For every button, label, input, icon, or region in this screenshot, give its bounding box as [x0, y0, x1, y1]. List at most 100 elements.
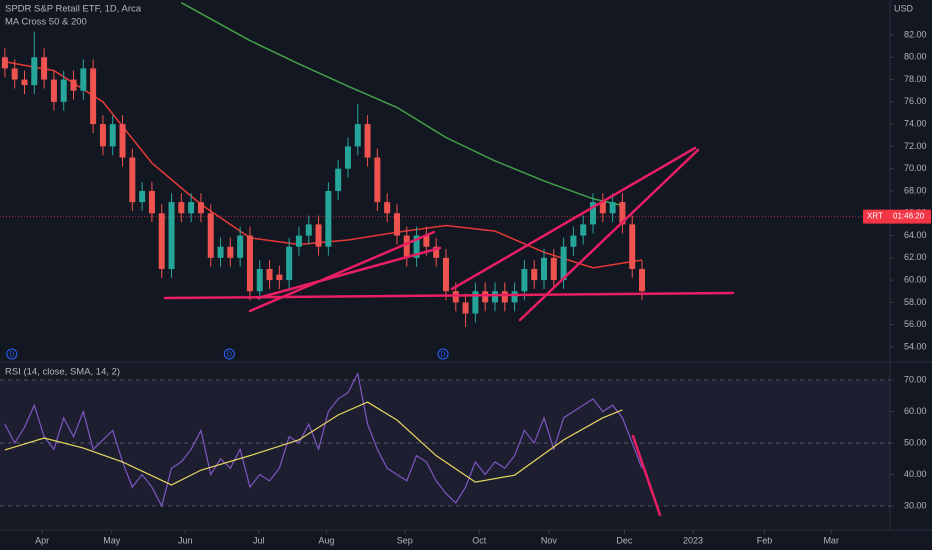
- candle-body: [354, 124, 361, 147]
- candle-body: [423, 235, 430, 247]
- candle-body: [21, 79, 28, 86]
- candle-body: [178, 202, 185, 214]
- candle-body: [129, 157, 136, 203]
- candle-body: [442, 257, 449, 292]
- event-label: D: [441, 351, 446, 358]
- candle-body: [344, 146, 351, 169]
- candle-body: [335, 168, 342, 191]
- candle-body: [384, 202, 391, 214]
- candle-body: [609, 202, 616, 214]
- candle-body: [217, 246, 224, 258]
- candle-body: [70, 79, 77, 91]
- candle-body: [639, 268, 646, 292]
- y-tick-label: 40.00: [904, 469, 927, 479]
- candle-body: [148, 190, 155, 214]
- price-tag: [863, 209, 931, 224]
- candle-body: [560, 246, 567, 281]
- rsi-band: [0, 380, 890, 507]
- candle-body: [521, 268, 528, 292]
- x-tick-label: Aug: [318, 535, 334, 545]
- candle-body: [403, 235, 410, 258]
- candle-body: [462, 302, 469, 314]
- candle-body: [41, 57, 48, 80]
- candle-body: [168, 202, 175, 269]
- y-tick-label: 64.00: [904, 230, 927, 240]
- candle-body: [80, 68, 87, 91]
- candle-body: [599, 202, 606, 214]
- trend-line: [256, 246, 442, 300]
- y-tick-label: 56.00: [904, 319, 927, 329]
- candle-body: [413, 235, 420, 258]
- candle-body: [491, 291, 498, 303]
- candle-body: [619, 202, 626, 225]
- candle-body: [511, 291, 518, 303]
- candle-body: [590, 202, 597, 225]
- candle-body: [90, 68, 97, 125]
- candle-body: [11, 68, 18, 80]
- candle-body: [256, 268, 263, 292]
- moving-average: [4, 60, 643, 269]
- candle-body: [188, 202, 195, 214]
- candle-body: [246, 235, 253, 292]
- candle-body: [276, 274, 283, 281]
- candle-body: [452, 291, 459, 303]
- x-tick-label: May: [103, 535, 121, 545]
- y-tick-label: 78.00: [904, 74, 927, 84]
- y-tick-label: 62.00: [904, 252, 927, 262]
- candle-body: [482, 291, 489, 303]
- event-marker: [6, 348, 18, 360]
- candle-body: [325, 190, 332, 247]
- candle-body: [139, 190, 146, 203]
- rsi-projection-line: [631, 434, 662, 517]
- currency-label: USD: [894, 3, 914, 13]
- candle-body: [374, 157, 381, 203]
- y-tick-label: 54.00: [904, 341, 927, 351]
- event-marker: [437, 348, 449, 360]
- candle-body: [540, 257, 547, 281]
- candle-body: [158, 213, 165, 269]
- rsi-title: RSI (14, close, SMA, 14, 2): [5, 367, 120, 378]
- event-marker: [223, 348, 235, 360]
- candle-body: [60, 79, 67, 102]
- x-tick-label: Jul: [253, 535, 265, 545]
- candle-body: [227, 246, 234, 258]
- candle-body: [109, 124, 116, 147]
- candle-body: [531, 268, 538, 281]
- candle-body: [50, 79, 57, 102]
- candle-body: [315, 224, 322, 247]
- y-tick-label: 70.00: [904, 374, 927, 384]
- y-tick-label: 58.00: [904, 297, 927, 307]
- x-tick-label: Apr: [35, 535, 49, 545]
- trend-line: [248, 230, 436, 313]
- y-tick-label: 72.00: [904, 141, 927, 151]
- y-tick-label: 80.00: [904, 52, 927, 62]
- candle-body: [99, 124, 106, 147]
- y-tick-label: 74.00: [904, 118, 927, 128]
- x-tick-label: 2023: [683, 535, 703, 545]
- x-tick-label: Feb: [757, 535, 773, 545]
- candle-body: [119, 124, 126, 158]
- event-label: D: [227, 351, 232, 358]
- y-tick-label: 60.00: [904, 406, 927, 416]
- chart-title: SPDR S&P Retail ETF, 1D, Arca: [5, 4, 142, 15]
- y-tick-label: 70.00: [904, 163, 927, 173]
- candle-body: [207, 213, 214, 258]
- wedge-line: [518, 148, 700, 322]
- y-tick-label: 76.00: [904, 96, 927, 106]
- y-tick-label: 82.00: [904, 29, 927, 39]
- wedge-line: [450, 146, 697, 291]
- candle-body: [501, 291, 508, 303]
- candle-body: [433, 246, 440, 258]
- x-tick-label: Mar: [823, 535, 839, 545]
- candle-body: [393, 213, 400, 236]
- price-tag-symbol: XRT: [867, 212, 883, 221]
- rsi-sma-line: [4, 401, 623, 486]
- x-tick-label: Sep: [397, 535, 413, 545]
- candle-body: [1, 57, 8, 69]
- candle-body: [31, 57, 38, 86]
- candle-body: [472, 291, 479, 314]
- candle-body: [580, 224, 587, 236]
- x-tick-label: Oct: [472, 535, 487, 545]
- candle-body: [570, 235, 577, 247]
